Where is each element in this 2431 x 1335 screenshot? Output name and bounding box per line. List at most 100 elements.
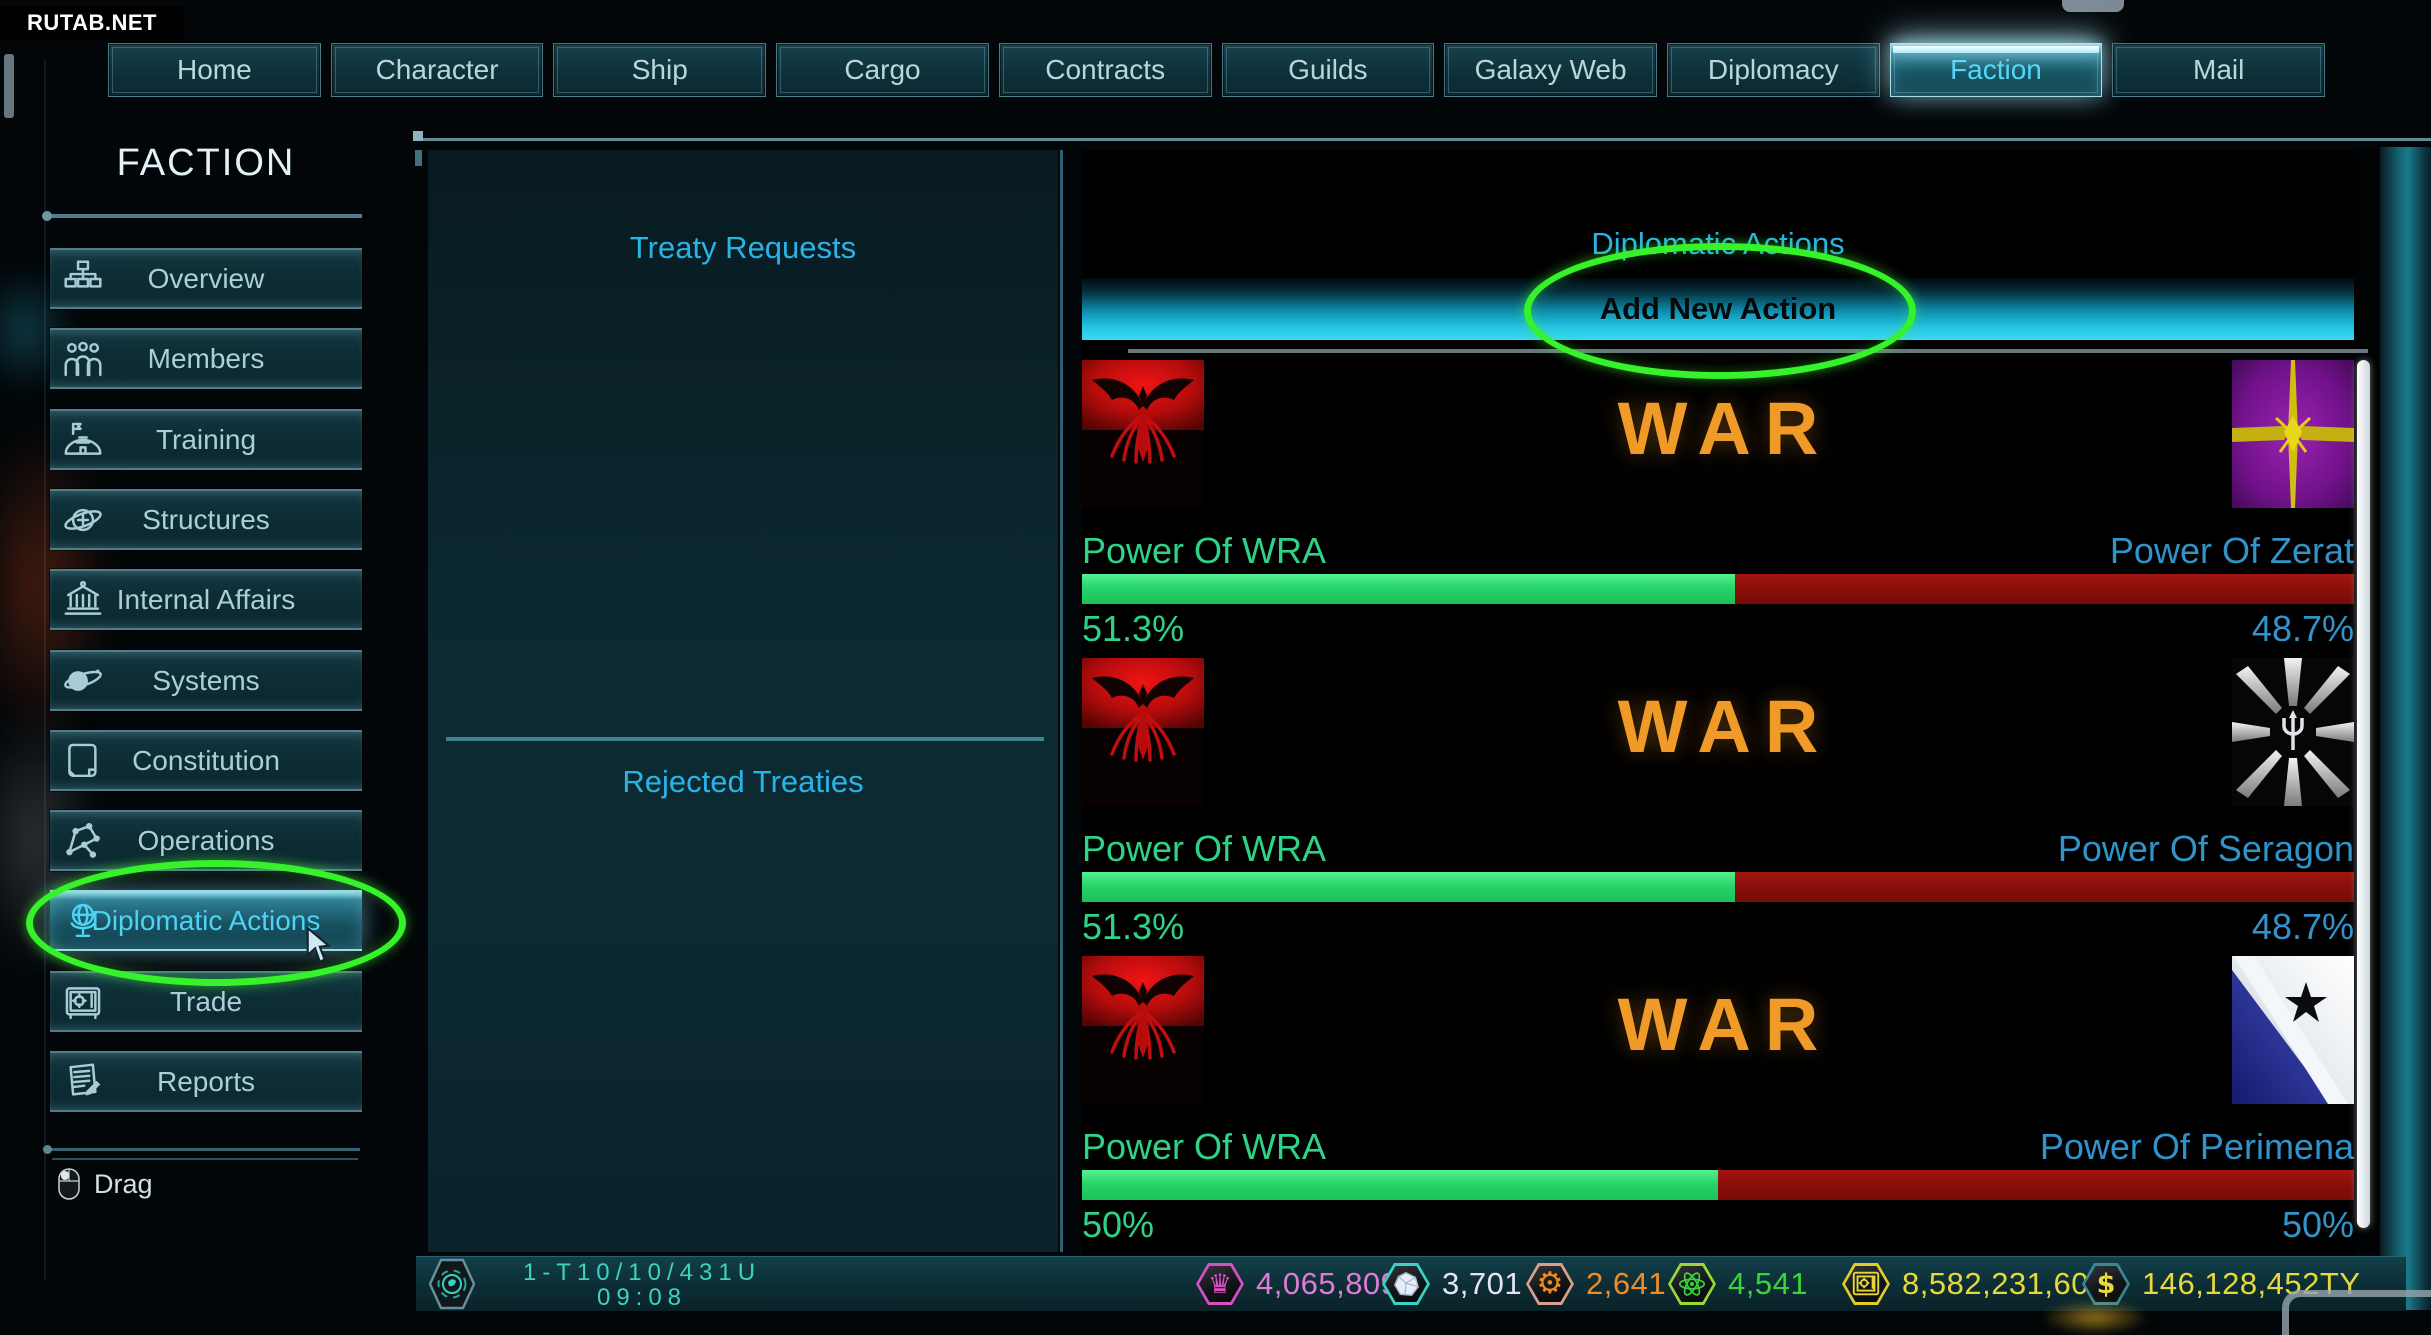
sidebar-item-label: Training <box>155 423 257 455</box>
currency-prestige: ♛ 4,065,809 <box>1196 1260 1398 1308</box>
camp-icon <box>62 419 104 461</box>
right-progress <box>1734 574 2354 604</box>
window-edge-handle <box>4 54 14 118</box>
tab-home[interactable]: Home <box>108 43 321 97</box>
left-percent: 51.3% <box>1082 906 1185 947</box>
diplomatic-actions-panel: Diplomatic Actions Add New Action WAR Po… <box>1082 150 2368 1255</box>
sidebar-title-underline <box>42 211 362 221</box>
sidebar-item-overview[interactable]: Overview <box>50 248 362 309</box>
sidebar-item-training[interactable]: Training <box>50 409 362 470</box>
faction-flag-seragon-icon <box>2232 658 2354 806</box>
game-date: 1-T10/10/431U <box>522 1259 762 1286</box>
game-time-icon <box>428 1258 476 1310</box>
bank-icon <box>62 579 104 621</box>
left-progress <box>1082 872 1735 902</box>
orbital-station-icon <box>62 499 104 541</box>
right-percent: 48.7% <box>2251 906 2354 947</box>
asteroid-icon <box>1382 1263 1430 1305</box>
sidebar-item-label: Overview <box>147 262 265 294</box>
mouse-icon <box>58 1168 80 1200</box>
right-faction-name: Power Of Perimena <box>2039 1126 2354 1167</box>
top-tab-bar: Home Character Ship Cargo Contracts Guil… <box>108 43 2326 97</box>
treaty-requests-title: Treaty Requests <box>629 230 857 265</box>
right-progress <box>1718 1170 2354 1200</box>
currency-vault: 8,582,231,602 <box>1842 1260 2107 1308</box>
add-new-action-button[interactable]: Add New Action <box>1082 278 2354 340</box>
war-entry-0[interactable]: WAR Power Of WRA Power Of Zerat 51.3% 48… <box>1082 360 2354 656</box>
war-list-scrollbar[interactable] <box>2357 360 2370 1228</box>
treaties-divider <box>446 737 1044 741</box>
war-progress-bar <box>1082 1170 2354 1200</box>
desk-globe-icon <box>62 900 104 942</box>
drag-handle[interactable]: Drag <box>58 1166 153 1202</box>
diplomatic-actions-title: Diplomatic Actions <box>1591 226 1845 261</box>
vault-icon <box>1842 1263 1890 1305</box>
tab-cargo[interactable]: Cargo <box>776 43 989 97</box>
left-faction-name: Power Of WRA <box>1082 828 1327 869</box>
constellation-icon <box>62 820 104 862</box>
right-progress <box>1734 872 2354 902</box>
tab-faction[interactable]: Faction <box>1889 43 2103 97</box>
tab-mail[interactable]: Mail <box>2112 43 2326 97</box>
right-faction-name: Power Of Zerat <box>2109 530 2354 571</box>
mouse-cursor-icon <box>306 926 332 964</box>
faction-flag-perimena-icon <box>2232 956 2354 1104</box>
faction-flag-wra-icon <box>1082 658 1204 806</box>
left-faction-name: Power Of WRA <box>1082 530 1327 571</box>
currency-value: 3,701 <box>1442 1266 1523 1301</box>
sidebar-item-trade[interactable]: Trade <box>50 971 362 1032</box>
sidebar-item-label: Diplomatic Actions <box>91 904 321 936</box>
panel-corner-dot <box>415 150 422 166</box>
game-datetime: 1-T10/10/431U 09:08 <box>492 1260 792 1310</box>
planet-icon <box>62 660 104 702</box>
panel-vertical-divider <box>1060 150 1063 1252</box>
sidebar-item-structures[interactable]: Structures <box>50 489 362 550</box>
currency-value: 4,541 <box>1728 1266 1809 1301</box>
tab-contracts[interactable]: Contracts <box>998 43 1212 97</box>
war-status-label: WAR <box>1617 685 1833 768</box>
right-faction-name: Power Of Seragon <box>2057 828 2354 869</box>
tab-character[interactable]: Character <box>330 43 544 97</box>
sidebar-item-label: Structures <box>142 503 270 535</box>
gear-icon: ⚙ <box>1526 1263 1574 1305</box>
tab-diplomacy[interactable]: Diplomacy <box>1666 43 1880 97</box>
sidebar-item-label: Constitution <box>132 744 280 776</box>
drag-label: Drag <box>94 1168 153 1199</box>
sidebar-item-reports[interactable]: Reports <box>50 1051 362 1112</box>
currency-industry: ⚙ 2,641 <box>1526 1260 1666 1308</box>
war-entry-1[interactable]: WAR Power Of WRA Power Of Seragon 51.3% … <box>1082 658 2354 954</box>
book-icon <box>62 740 104 782</box>
currency-research: 4,541 <box>1668 1260 1808 1308</box>
tab-ship[interactable]: Ship <box>553 43 767 97</box>
window-edge-line <box>44 60 46 1280</box>
war-entry-2[interactable]: WAR Power Of WRA Power Of Perimena 50% 5… <box>1082 956 2354 1252</box>
sidebar-item-operations[interactable]: Operations <box>50 810 362 871</box>
sidebar-item-systems[interactable]: Systems <box>50 650 362 711</box>
panel-top-line <box>416 138 2431 141</box>
dollar-icon: $ <box>2082 1263 2130 1305</box>
left-percent: 50% <box>1082 1204 1155 1245</box>
tab-galaxy-web[interactable]: Galaxy Web <box>1444 43 1657 97</box>
sidebar-item-internal-affairs[interactable]: Internal Affairs <box>50 569 362 630</box>
left-faction-name: Power Of WRA <box>1082 1126 1327 1167</box>
war-progress-bar <box>1082 872 2354 902</box>
background-glow <box>2040 1300 2150 1335</box>
game-time: 09:08 <box>596 1284 688 1311</box>
sidebar-item-label: Systems <box>152 664 260 696</box>
war-status-label: WAR <box>1617 983 1833 1066</box>
sidebar-item-label: Trade <box>169 985 243 1017</box>
currency-ore: 3,701 <box>1382 1260 1522 1308</box>
atom-icon <box>1668 1263 1716 1305</box>
tab-guilds[interactable]: Guilds <box>1221 43 1435 97</box>
left-percent: 51.3% <box>1082 608 1185 649</box>
org-chart-icon <box>62 258 104 300</box>
watermark: RUTAB.NET <box>0 6 184 40</box>
faction-flag-wra-icon <box>1082 956 1204 1104</box>
sidebar-item-constitution[interactable]: Constitution <box>50 730 362 791</box>
people-icon <box>62 338 104 380</box>
report-icon <box>62 1061 104 1103</box>
right-percent: 48.7% <box>2251 608 2354 649</box>
sidebar-item-members[interactable]: Members <box>50 328 362 389</box>
currency-value: 2,641 <box>1586 1266 1667 1301</box>
sidebar-item-label: Members <box>147 342 265 374</box>
